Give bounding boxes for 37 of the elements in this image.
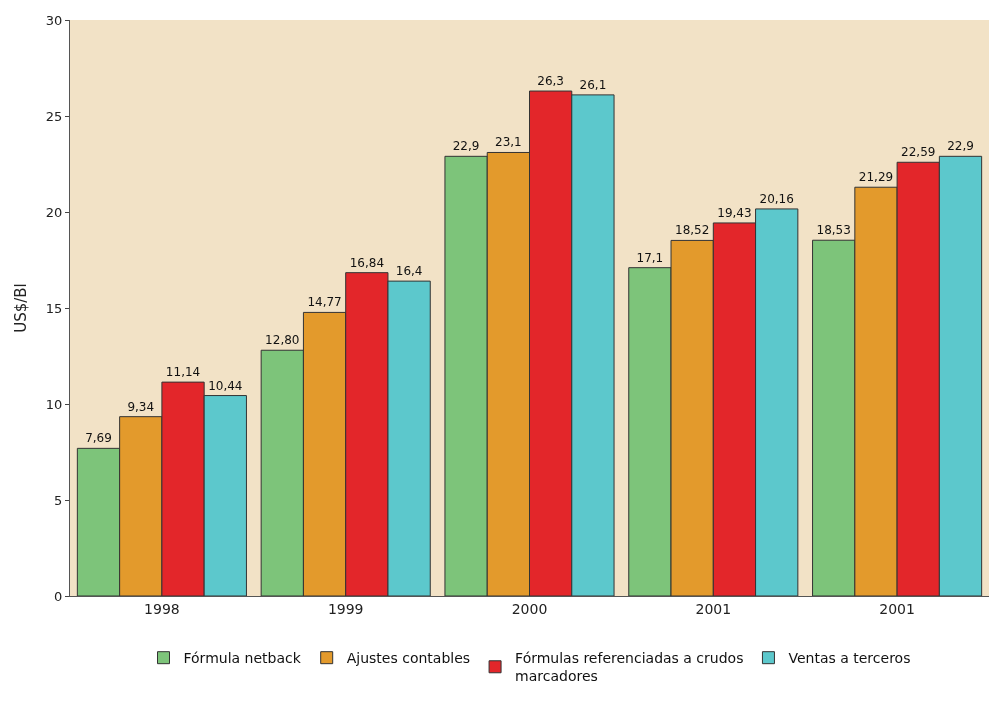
data-label: 23,1	[495, 135, 522, 150]
x-tick-label: 2001	[879, 600, 915, 617]
data-label: 21,29	[858, 170, 894, 185]
x-tick-label: 1998	[144, 600, 180, 617]
data-label: 26,1	[579, 77, 607, 92]
data-label: 11,14	[165, 365, 201, 380]
x-tick-label: 2001	[695, 600, 732, 617]
y-tick-label: 25	[45, 108, 63, 124]
data-label: 18,52	[674, 223, 710, 238]
data-label: 12,80	[265, 333, 300, 348]
data-label: 22,9	[452, 139, 480, 154]
y-tick-label: 30	[45, 12, 63, 28]
data-label: 16,84	[349, 255, 385, 270]
y-tick-label: 20	[45, 204, 63, 220]
data-label: 22,59	[901, 145, 936, 160]
data-label: 26,3	[537, 74, 564, 89]
data-label: 10,44	[208, 378, 243, 393]
data-label: 14,77	[307, 295, 342, 310]
y-tick-label: 10	[45, 396, 63, 412]
legend-label: Fórmulas referenciadas a crudos marcadores	[515, 650, 744, 685]
data-label: 19,43	[717, 205, 752, 220]
data-label: 17,1	[636, 250, 664, 265]
x-tick-label: 1999	[327, 600, 364, 617]
legend-label: Fórmula netback	[183, 650, 302, 667]
x-tick-label: 2000	[511, 600, 548, 617]
data-label: 16,4	[395, 264, 423, 279]
y-axis-title: US$/Bl	[12, 283, 31, 333]
y-tick-label: 5	[54, 492, 63, 508]
data-label: 20,16	[759, 191, 794, 206]
legend-label: Ajustes contables	[346, 650, 471, 667]
y-tick-label: 0	[54, 588, 63, 604]
data-label: 22,9	[947, 139, 974, 154]
data-label: 18,53	[816, 223, 851, 238]
y-tick-label: 15	[45, 300, 63, 316]
legend-label: Ventas a terceros	[788, 650, 911, 667]
data-label: 7,69	[85, 431, 112, 446]
data-label: 9,34	[127, 399, 155, 414]
